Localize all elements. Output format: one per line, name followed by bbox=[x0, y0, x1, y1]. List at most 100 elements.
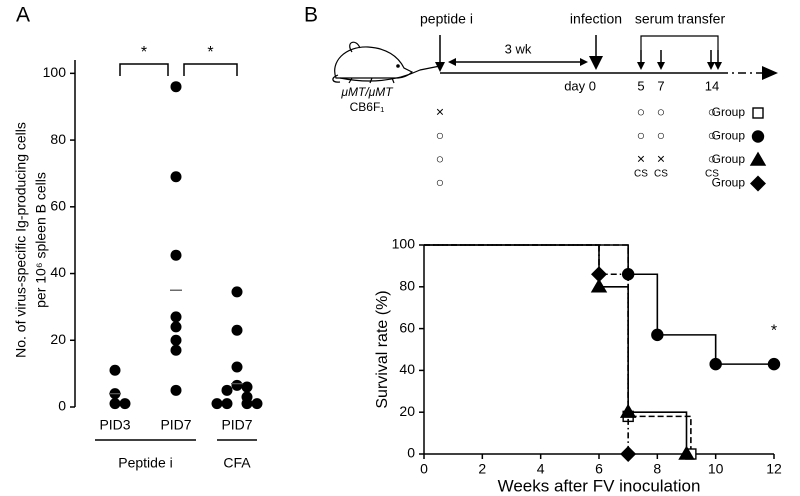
panel-label: B bbox=[304, 4, 318, 27]
day-label: 7 bbox=[657, 78, 664, 93]
marker bbox=[751, 130, 765, 143]
marker bbox=[767, 357, 781, 371]
data-point bbox=[231, 361, 243, 373]
marker bbox=[709, 357, 722, 371]
data-point bbox=[231, 286, 243, 298]
x-tick-label: 6 bbox=[595, 461, 603, 477]
y-tick-label: 60 bbox=[50, 198, 66, 214]
mouse-strain: CB6F₁ bbox=[350, 100, 385, 114]
data-point bbox=[231, 324, 243, 336]
event-label: peptide i bbox=[420, 11, 473, 27]
data-point bbox=[170, 311, 182, 323]
significance-label: * bbox=[207, 44, 213, 61]
y-axis-label: Survival rate (%) bbox=[374, 290, 391, 408]
schedule-cell: × bbox=[657, 151, 665, 167]
data-point bbox=[170, 334, 182, 346]
schedule-cell: ○ bbox=[657, 127, 665, 143]
schedule-note: CS bbox=[634, 169, 648, 180]
schedule-cell: ○ bbox=[436, 151, 444, 167]
mouse-icon bbox=[332, 41, 441, 84]
data-point bbox=[251, 398, 263, 410]
data-point bbox=[170, 81, 182, 93]
data-point bbox=[119, 398, 131, 410]
marker bbox=[678, 445, 695, 460]
data-point bbox=[231, 379, 243, 391]
schedule-cell: ○ bbox=[708, 151, 716, 167]
event-label: serum transfer bbox=[635, 11, 726, 27]
group-label: Peptide i bbox=[118, 455, 172, 471]
schedule-cell: ○ bbox=[436, 174, 444, 190]
data-point bbox=[170, 321, 182, 333]
y-tick-label: 20 bbox=[399, 403, 415, 419]
significance-bracket bbox=[119, 63, 169, 76]
y-tick-label: 100 bbox=[392, 236, 416, 252]
schedule-cell: ○ bbox=[637, 127, 645, 143]
y-tick-label: 80 bbox=[399, 278, 415, 294]
x-tick-label: 10 bbox=[708, 461, 724, 477]
marker bbox=[750, 175, 766, 192]
event-label: infection bbox=[570, 11, 622, 27]
x-tick-label: PID7 bbox=[160, 417, 191, 433]
y-tick-label: 100 bbox=[43, 64, 67, 80]
y-tick-label: 40 bbox=[399, 361, 415, 377]
significance-label: * bbox=[141, 44, 147, 61]
schedule-cell: ○ bbox=[708, 127, 716, 143]
x-tick-label: 12 bbox=[766, 461, 782, 477]
x-tick-label: 8 bbox=[653, 461, 661, 477]
event-label: 3 wk bbox=[505, 41, 532, 56]
schedule-cell: × bbox=[436, 104, 444, 120]
legend-label: Group bbox=[712, 176, 746, 190]
y-tick-label: 0 bbox=[58, 398, 66, 414]
y-tick-label: 80 bbox=[50, 131, 66, 147]
survival-line bbox=[424, 244, 688, 454]
x-tick-label: 4 bbox=[537, 461, 545, 477]
data-point bbox=[170, 171, 182, 183]
day-label: 14 bbox=[705, 78, 719, 93]
schedule-cell: ○ bbox=[436, 127, 444, 143]
y-tick-label: 0 bbox=[407, 445, 415, 461]
timeline bbox=[435, 35, 778, 80]
schedule-note: CS bbox=[654, 169, 668, 180]
survival-line bbox=[424, 244, 692, 454]
y-axis-label: No. of virus-specific Ig-producing cells bbox=[13, 122, 29, 358]
data-point bbox=[170, 384, 182, 396]
x-tick-label: 0 bbox=[420, 461, 428, 477]
annotation: * bbox=[771, 322, 777, 339]
group-label: CFA bbox=[223, 455, 251, 471]
data-point bbox=[241, 398, 253, 410]
marker bbox=[752, 107, 764, 119]
marker bbox=[651, 328, 664, 342]
day-label: day 0 bbox=[564, 78, 596, 93]
x-tick-label: PID3 bbox=[99, 417, 130, 433]
data-point bbox=[221, 384, 233, 396]
marker bbox=[620, 446, 637, 462]
day-label: 5 bbox=[637, 78, 644, 93]
legend-label: Group bbox=[712, 105, 746, 119]
schedule-cell: ○ bbox=[637, 104, 645, 120]
marker bbox=[591, 266, 607, 283]
data-point bbox=[109, 364, 121, 376]
marker bbox=[590, 278, 608, 293]
data-point bbox=[109, 398, 121, 410]
y-tick-label: 40 bbox=[50, 264, 66, 280]
y-tick-label: 20 bbox=[50, 331, 66, 347]
marker bbox=[749, 151, 767, 166]
y-tick-label: 60 bbox=[399, 319, 415, 335]
schedule-note: CS bbox=[705, 169, 719, 180]
schedule-cell: × bbox=[637, 151, 645, 167]
data-point bbox=[241, 381, 253, 393]
y-axis-label: per 10⁶ spleen B cells bbox=[33, 172, 49, 308]
data-point bbox=[221, 398, 233, 410]
x-tick-label: PID7 bbox=[221, 417, 252, 433]
data-point bbox=[211, 398, 223, 410]
panel-label: A bbox=[16, 4, 30, 27]
legend-label: Group bbox=[712, 152, 746, 166]
x-axis-label: Weeks after FV inoculation bbox=[498, 476, 701, 495]
legend-label: Group bbox=[712, 129, 746, 143]
significance-bracket bbox=[183, 63, 238, 76]
data-point bbox=[170, 344, 182, 356]
x-tick-label: 2 bbox=[478, 461, 486, 477]
mouse-strain: μMT/μMT bbox=[340, 85, 394, 99]
data-point bbox=[170, 249, 182, 261]
